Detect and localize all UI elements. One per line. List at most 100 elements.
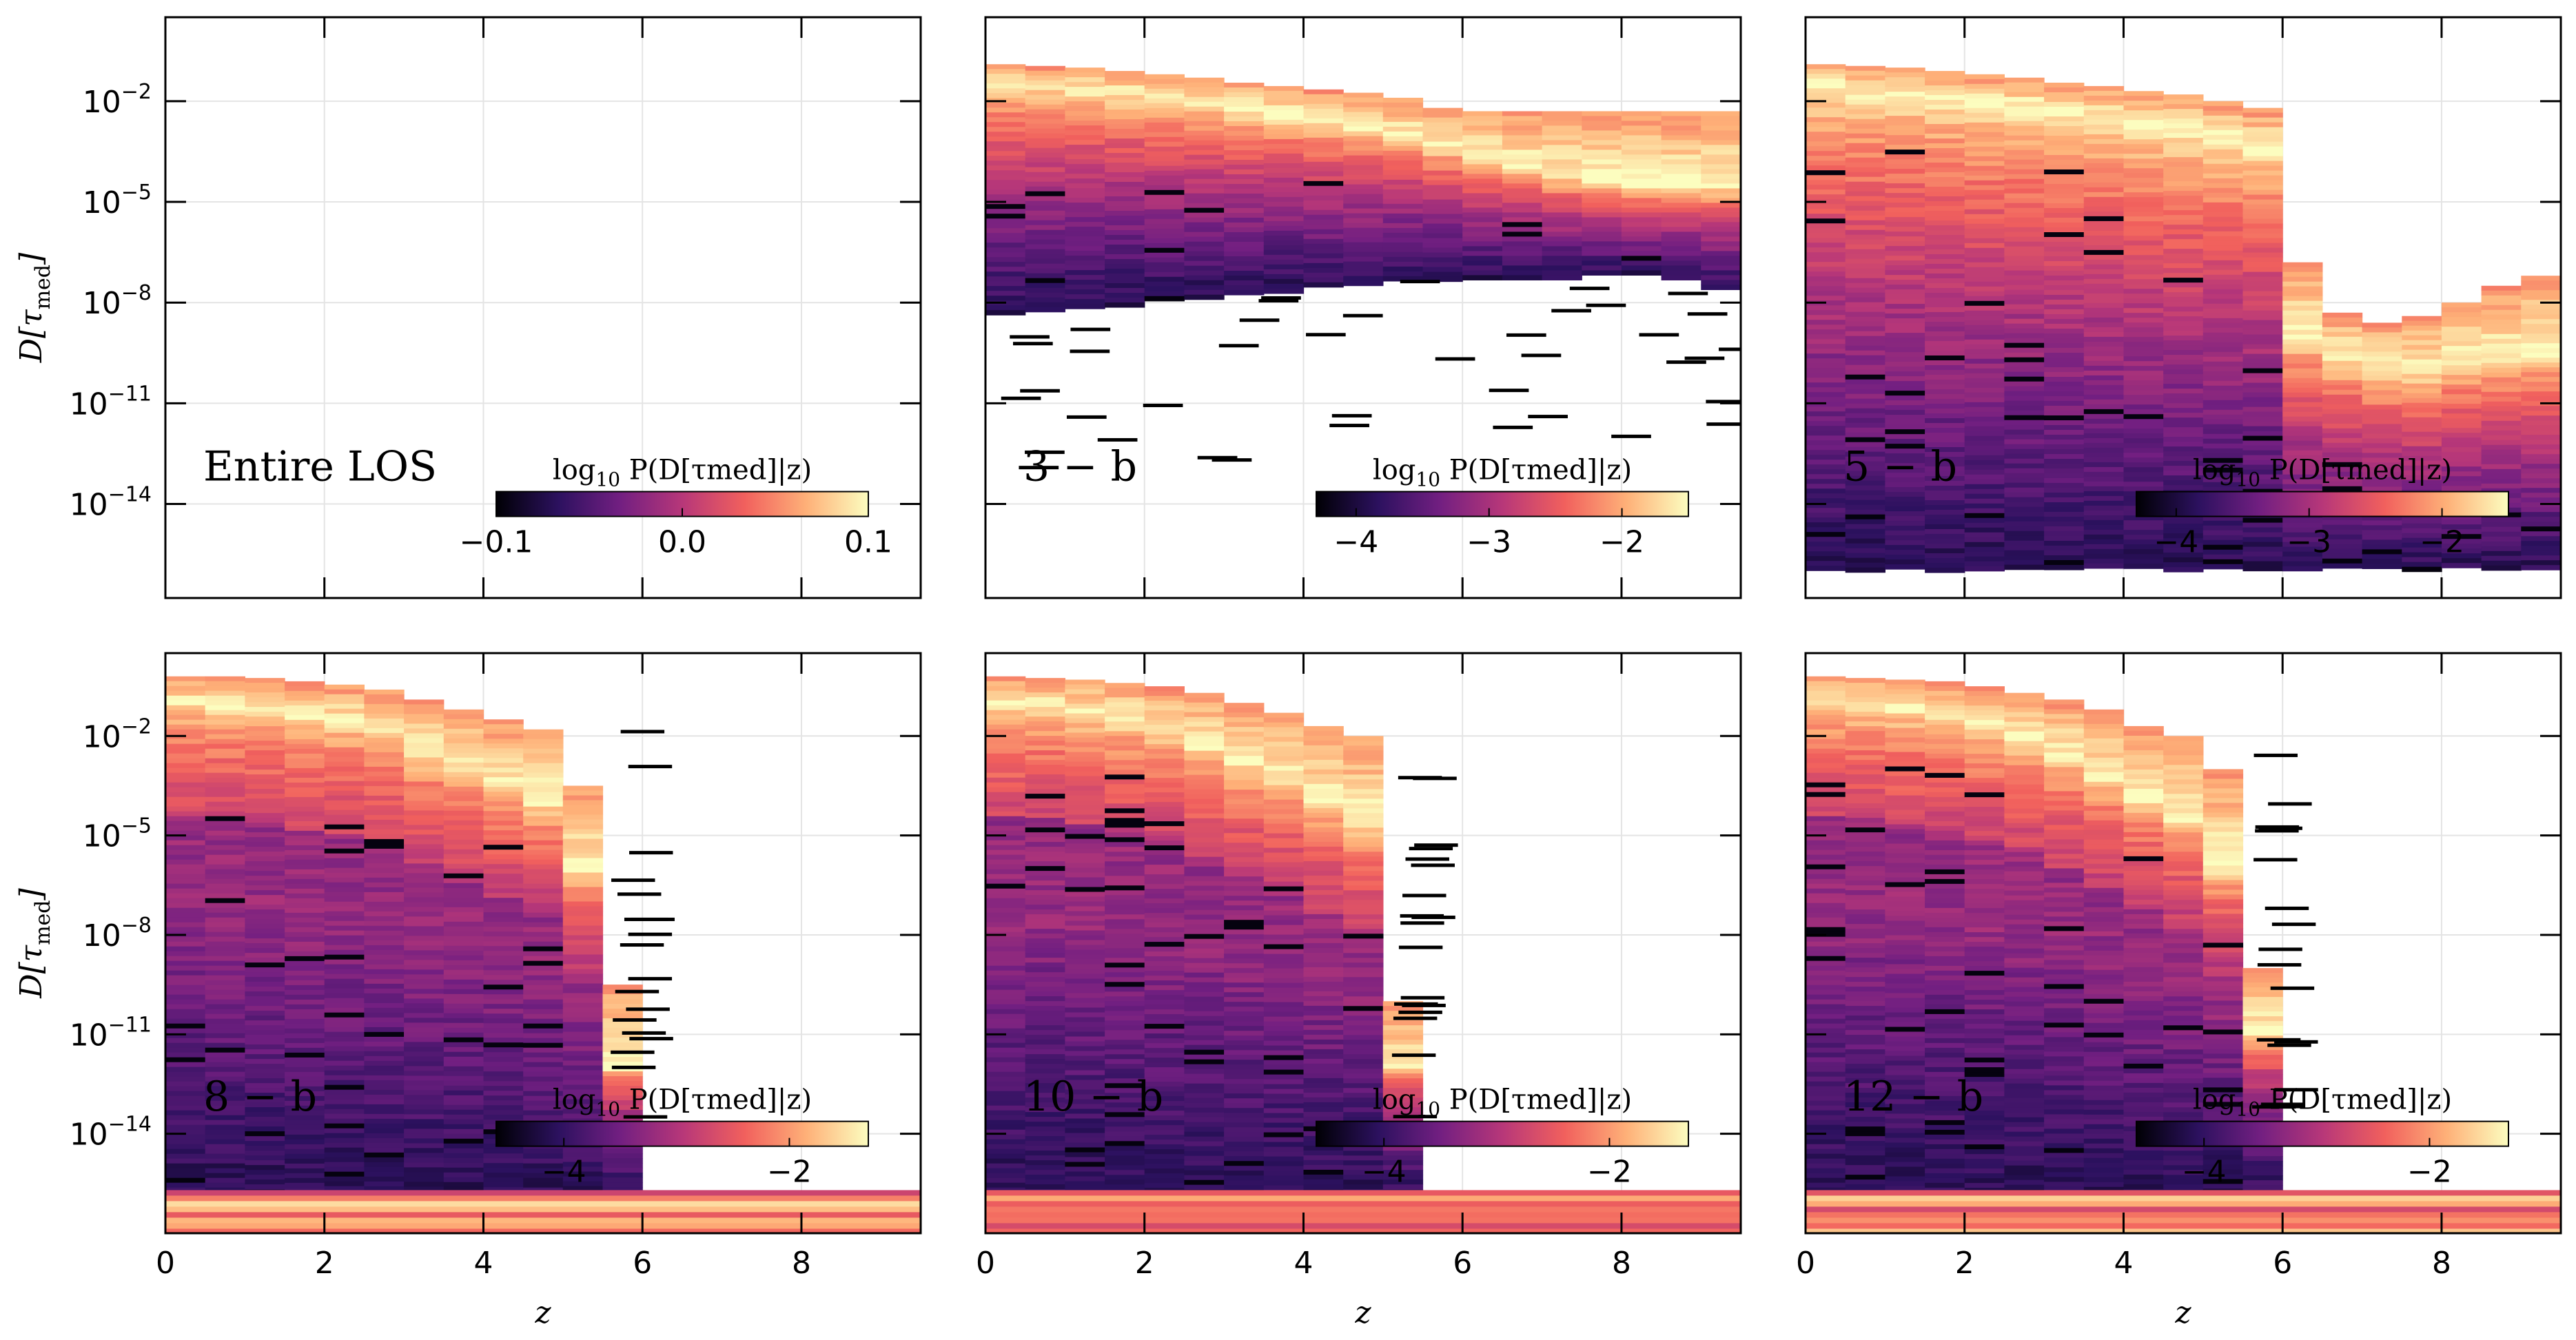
colorbar-tick-label: −4 — [2154, 525, 2198, 560]
x-tick-label: 2 — [315, 1246, 334, 1281]
x-tick-label: 2 — [1135, 1246, 1154, 1281]
heatmap-column-12 — [1422, 107, 1463, 282]
y-axis — [985, 734, 1741, 1135]
x-tick-label: 6 — [2273, 1246, 2292, 1281]
y-tick-label: 10−5 — [83, 181, 152, 220]
y-axis-label: D[τmed] — [14, 252, 55, 363]
heatmap-column-14 — [1502, 111, 1543, 280]
x-tick-label: 4 — [473, 1246, 493, 1281]
heatmap-column-1 — [165, 676, 206, 1198]
colorbar: log10 P(D[τmed]|z) −4 −2 — [495, 1084, 869, 1190]
x-tick-label: 6 — [1453, 1246, 1472, 1281]
x-tick-label: 8 — [2432, 1246, 2451, 1281]
heatmap-column-5 — [1144, 74, 1185, 302]
colorbar-gradient — [2136, 491, 2509, 517]
heatmap-column-6 — [364, 689, 405, 1202]
heatmap-column-15 — [1542, 111, 1582, 280]
panel-3: 5 − b log10 P(D[τmed]|z) −4 −3 −2 — [1804, 16, 2562, 599]
heatmap-column-10 — [1343, 736, 1384, 1199]
x-axis — [164, 17, 803, 598]
colorbar-gradient — [1316, 491, 1689, 517]
y-axis — [1806, 734, 2561, 1135]
heatmap-column-7 — [2044, 83, 2085, 570]
colorbar-tick-label: −4 — [1362, 1155, 1407, 1190]
panel-1: 10−2 10−5 10−8 10−11 10−14 D[τmed] Entire LOS l… — [14, 16, 922, 599]
heatmap-column-10 — [1343, 92, 1384, 287]
heatmap-column-3 — [245, 678, 285, 1199]
y-tick-label: 10−2 — [83, 714, 152, 754]
colorbar: log10 P(D[τmed]|z) −4 −2 — [1316, 1084, 1689, 1190]
heatmap — [985, 676, 1741, 1233]
y-axis: 10−2 10−5 10−8 10−11 10−14 — [70, 80, 921, 523]
x-axis-label: z — [1354, 1295, 1371, 1330]
panel-5: 0 2 4 6 8 z 10 − b log10 P(D[τmed]|z) −4 −2 — [976, 652, 1742, 1330]
heatmap-column-2 — [1845, 678, 1885, 1199]
colorbar: log10 P(D[τmed]|z) −0.1 0.0 0.1 — [460, 455, 892, 560]
y-axis-label: D[τmed] — [14, 887, 55, 998]
heatmap-column-9 — [1303, 89, 1344, 288]
sparse-bins — [2251, 753, 2318, 1109]
heatmap-column-1 — [1806, 676, 1846, 1198]
x-tick-label: 4 — [1294, 1246, 1313, 1281]
x-tick-label: 0 — [156, 1246, 175, 1281]
heatmap-column-19 — [1701, 111, 1741, 290]
heatmap-column-5 — [1144, 686, 1185, 1198]
heatmap-column-6 — [2004, 77, 2045, 570]
heatmap — [165, 676, 921, 1233]
x-axis: 0 2 4 6 8 — [1796, 653, 2451, 1281]
y-tick-label: 10−5 — [83, 814, 152, 854]
heatmap-column-9 — [1303, 725, 1344, 1199]
colorbar-gradient — [1316, 1120, 1689, 1147]
heatmap-column-2 — [1845, 65, 1885, 573]
colorbar: log10 P(D[τmed]|z) −4 −2 — [2136, 1084, 2509, 1190]
heatmap-column-5 — [1964, 74, 2005, 572]
y-tick-label: 10−2 — [83, 80, 152, 120]
heatmap-column-11 — [2202, 769, 2244, 1199]
heatmap-column-6 — [1184, 692, 1225, 1200]
heatmap-column-16 — [2402, 316, 2442, 573]
heatmap-column-18 — [2481, 285, 2522, 571]
panel-4: 0 2 4 6 8 10−2 10−5 10−8 10−11 10−14 D[τmed] z 8 − b… — [14, 652, 922, 1330]
heatmap-column-3 — [1065, 679, 1105, 1202]
x-tick-label: 0 — [1796, 1246, 1815, 1281]
x-axis: 0 2 4 6 8 — [976, 653, 1631, 1281]
y-tick-label: 10−8 — [83, 914, 152, 954]
heatmap-column-6 — [1184, 77, 1225, 300]
heatmap-column-1 — [1806, 64, 1846, 571]
y-tick-label: 10−14 — [70, 1113, 152, 1153]
heatmap-column-8 — [443, 709, 484, 1202]
y-axis: 10−2 10−5 10−8 10−11 10−14 — [70, 714, 921, 1153]
heatmap-column-11 — [1382, 97, 1424, 282]
colorbar-gradient — [495, 1120, 869, 1147]
heatmap-column-7 — [1224, 703, 1265, 1200]
colorbar-tick-label: −2 — [2407, 1155, 2452, 1190]
colorbar-tick-label: −3 — [1466, 525, 1511, 560]
panels: 10−2 10−5 10−8 10−11 10−14 D[τmed] Entire LOS l… — [14, 16, 2562, 1330]
heatmap-column-17 — [2441, 302, 2482, 568]
x-axis-label: z — [2174, 1295, 2191, 1330]
heatmap-column-3 — [1885, 679, 1925, 1202]
bottom-band — [1806, 1190, 2561, 1233]
colorbar-tick-label: −3 — [2287, 525, 2331, 560]
heatmap-column-10 — [523, 729, 564, 1198]
heatmap-column-18 — [1661, 111, 1701, 280]
colorbar-title: log10 P(D[τmed]|z) — [1373, 1084, 1632, 1121]
colorbar-tick-label: −2 — [1599, 525, 1644, 560]
heatmap-column-4 — [1105, 71, 1145, 308]
heatmap-column-16 — [1582, 111, 1622, 276]
colorbar-gradient — [2136, 1120, 2509, 1147]
heatmap-column-8 — [1263, 712, 1305, 1201]
heatmap-column-9 — [483, 719, 524, 1197]
plot-frame — [164, 652, 922, 1235]
colorbar-tick-label: −4 — [542, 1155, 586, 1190]
plot-frame — [164, 16, 922, 599]
heatmap-column-15 — [2362, 322, 2402, 569]
plot-frame — [984, 652, 1742, 1235]
colorbar-title: log10 P(D[τmed]|z) — [1373, 455, 1632, 491]
colorbar-tick-label: −2 — [1587, 1155, 1632, 1190]
sparse-bins — [1001, 280, 1741, 470]
colorbar-title: log10 P(D[τmed]|z) — [2193, 455, 2452, 491]
plot-frame — [1804, 16, 2562, 599]
y-tick-label: 10−11 — [70, 1013, 152, 1053]
